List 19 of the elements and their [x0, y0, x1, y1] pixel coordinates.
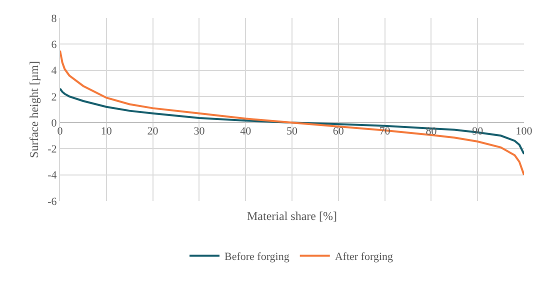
legend-label: After forging [334, 251, 394, 264]
x-tick-label: 30 [194, 126, 206, 138]
y-axis-title: Surface height [µm] [26, 61, 41, 158]
x-tick-label: 50 [286, 126, 298, 138]
x-tick-label: 60 [332, 126, 344, 138]
x-tick-label: 40 [240, 126, 252, 138]
y-tick-label: 8 [51, 12, 58, 25]
legend-label: Before forging [224, 251, 290, 264]
y-tick-label: 0 [51, 117, 58, 130]
x-tick-label: 10 [100, 126, 112, 138]
y-tick-label: 4 [51, 65, 58, 78]
y-tick-label: -4 [48, 170, 58, 182]
x-tick-label: 20 [147, 126, 159, 138]
y-tick-label: -6 [48, 196, 58, 208]
x-axis-title: Material share [%] [247, 209, 337, 223]
y-tick-label: -2 [48, 144, 57, 156]
y-tick-label: 6 [51, 38, 58, 51]
y-tick-label: 2 [51, 91, 57, 104]
x-tick-label: 100 [516, 126, 533, 138]
